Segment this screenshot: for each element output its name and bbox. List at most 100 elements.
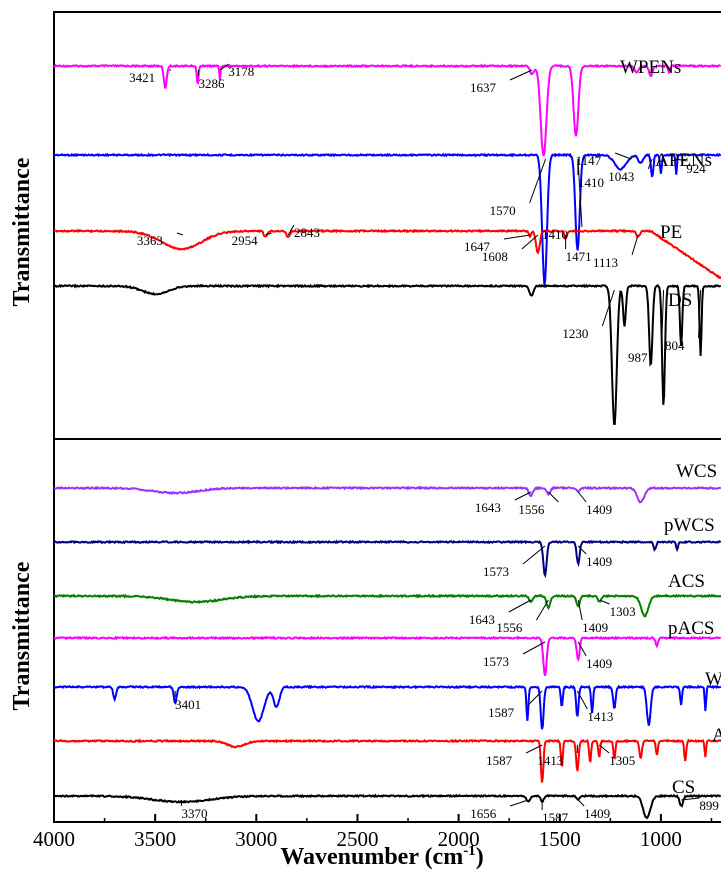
x-tick-label: 1000 [640,827,682,851]
annotation-leader [647,158,653,170]
peak-annotation: 1147 [576,153,602,168]
spectrum-acs [53,593,721,618]
spectrum-pwcs [53,539,721,579]
plot-border [53,11,721,823]
series-label-pacs: pACS [668,618,714,639]
annotation-leader [681,797,700,801]
peak-annotation: 1608 [482,249,508,264]
peak-annotation: 1556 [518,502,545,517]
peak-annotation: 1647 [464,239,491,254]
annotation-leader [525,744,543,754]
peak-annotation: 1637 [470,80,497,95]
spectrum-wcs [53,485,721,504]
annotation-leader [548,491,559,503]
peak-annotation: 2954 [232,233,259,248]
peak-annotation: 3370 [181,806,207,821]
peak-annotation: 1556 [496,620,523,635]
annotation-leader [529,158,547,204]
peak-annotation: 1643 [469,612,495,627]
series-label-pwcs: pWCS [664,515,715,536]
spectrum-pens [53,228,721,280]
peak-annotation: 1573 [483,654,509,669]
annotation-leader [219,63,229,71]
annotation-leader [527,690,543,706]
series-label-ds: DS [668,290,692,311]
peak-annotation: 1305 [609,753,635,768]
peak-annotation: 1643 [475,500,501,515]
peak-annotation: 1303 [610,604,636,619]
annotation-leader [503,234,531,240]
peak-annotation: 1587 [486,753,513,768]
peak-annotation: 1113 [593,255,618,270]
annotation-leader [599,599,610,605]
annotation-leader [509,69,533,81]
peak-annotation: 987 [628,350,648,365]
x-tick-label: 2000 [438,827,480,851]
annotation-leader [521,234,539,250]
annotation-leader [265,232,272,236]
annotation-leader [508,599,532,613]
annotation-leader [287,224,295,236]
x-tick-label: 4000 [33,827,75,851]
peak-annotation: 1410 [542,227,568,242]
annotation-leader [510,799,529,807]
series-label-apens: APENs [655,150,712,171]
peak-annotation: 3363 [137,233,163,248]
series-label-a: A [712,725,721,746]
spectrum-ds [53,283,721,426]
peak-annotation: 1471 [566,249,592,264]
annotation-leader [577,545,587,555]
annotation-leader [522,641,546,655]
annotation-leader [577,158,583,228]
peak-annotation: 1409 [582,620,608,635]
peak-annotation: 3286 [198,76,225,91]
peak-annotation: 1587 [542,810,569,825]
peak-annotation: 1409 [586,502,612,517]
annotation-leader [577,491,587,503]
peak-annotation: 1409 [586,554,612,569]
peak-annotation: 1413 [587,709,613,724]
peak-annotation: 1413 [537,753,563,768]
series-label-pens: PE [660,222,682,243]
annotation-leader [676,158,687,162]
annotation-leader [176,232,184,236]
x-tick-label: 1500 [539,827,581,851]
y-axis-label-top: Transmittance [9,157,35,306]
annotation-leader [698,289,702,339]
peak-annotation: 1656 [470,806,497,821]
annotation-leader [577,641,587,657]
peak-annotation: 1230 [562,326,588,341]
spectrum-a [53,738,721,783]
peak-annotation: 1573 [483,564,509,579]
annotation-leader [661,289,665,351]
annotation-leader [514,491,532,501]
peak-annotation: 1409 [586,656,612,671]
spectrum-cs [53,793,721,820]
spectra-curves [53,63,721,820]
annotation-leader [576,690,588,710]
plot-frame [53,11,721,823]
series-label-w: W [705,669,721,690]
peak-annotation: 3421 [129,70,155,85]
series-label-wcs: WCS [676,461,717,482]
x-axis-label: Wavenumber (cm-1) [280,843,483,870]
annotation-leader [601,289,615,327]
spectrum-w [54,684,721,730]
peak-annotation: 3178 [228,64,254,79]
x-tick-label: 3000 [235,827,277,851]
series-label-acs: ACS [668,571,705,592]
annotation-leader [598,744,610,754]
spectrum-pacs [53,635,721,677]
peak-annotation: 804 [665,338,685,353]
x-tick-label: 2500 [336,827,378,851]
series-label-wpens: WPENs [620,57,681,78]
peak-annotation: 924 [686,161,706,176]
x-axis-label-superscript: -1 [463,843,476,859]
peak-annotation: 899 [699,798,719,813]
x-axis-label-close: ) [476,844,484,870]
peak-annotation: 1409 [584,806,610,821]
annotation-leader [631,234,639,256]
